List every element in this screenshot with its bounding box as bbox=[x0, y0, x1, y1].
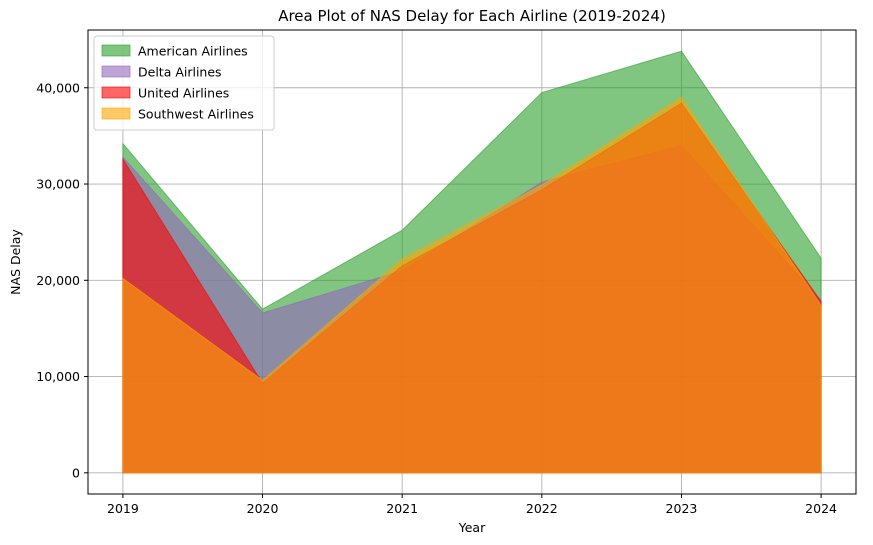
chart-title: Area Plot of NAS Delay for Each Airline … bbox=[278, 7, 666, 25]
y-tick-label: 20,000 bbox=[36, 273, 80, 288]
area-series-southwest-airlines bbox=[122, 96, 822, 474]
plot-frame bbox=[87, 29, 857, 495]
x-tick-label: 2024 bbox=[805, 501, 837, 516]
y-tick-label: 0 bbox=[72, 465, 80, 480]
legend-box bbox=[93, 35, 275, 131]
x-tick-label: 2019 bbox=[107, 501, 139, 516]
legend-swatch bbox=[101, 44, 131, 57]
y-tick-label: 40,000 bbox=[36, 80, 80, 95]
axis-ticks: 2019 2020 2021 2022 2023 2024 0 10,000 20,000 30,… bbox=[36, 80, 837, 516]
y-axis-label: NAS Delay bbox=[8, 229, 23, 295]
x-tick-label: 2021 bbox=[386, 501, 418, 516]
legend-label: Delta Airlines bbox=[138, 65, 222, 80]
x-tick-label: 2020 bbox=[247, 501, 279, 516]
x-axis-label: Year bbox=[458, 520, 486, 535]
legend-label: American Airlines bbox=[138, 44, 248, 59]
y-tick-label: 30,000 bbox=[36, 177, 80, 192]
legend-swatch bbox=[101, 86, 131, 99]
legend-swatch bbox=[101, 65, 131, 78]
x-tick-label: 2022 bbox=[526, 501, 558, 516]
x-tick-label: 2023 bbox=[666, 501, 698, 516]
legend-label: Southwest Airlines bbox=[138, 107, 254, 122]
y-tick-label: 10,000 bbox=[36, 369, 80, 384]
legend: American Airlines Delta Airlines United Ai… bbox=[93, 35, 275, 131]
legend-swatch bbox=[101, 107, 131, 120]
area-series bbox=[122, 50, 822, 474]
legend-label: United Airlines bbox=[138, 86, 229, 101]
